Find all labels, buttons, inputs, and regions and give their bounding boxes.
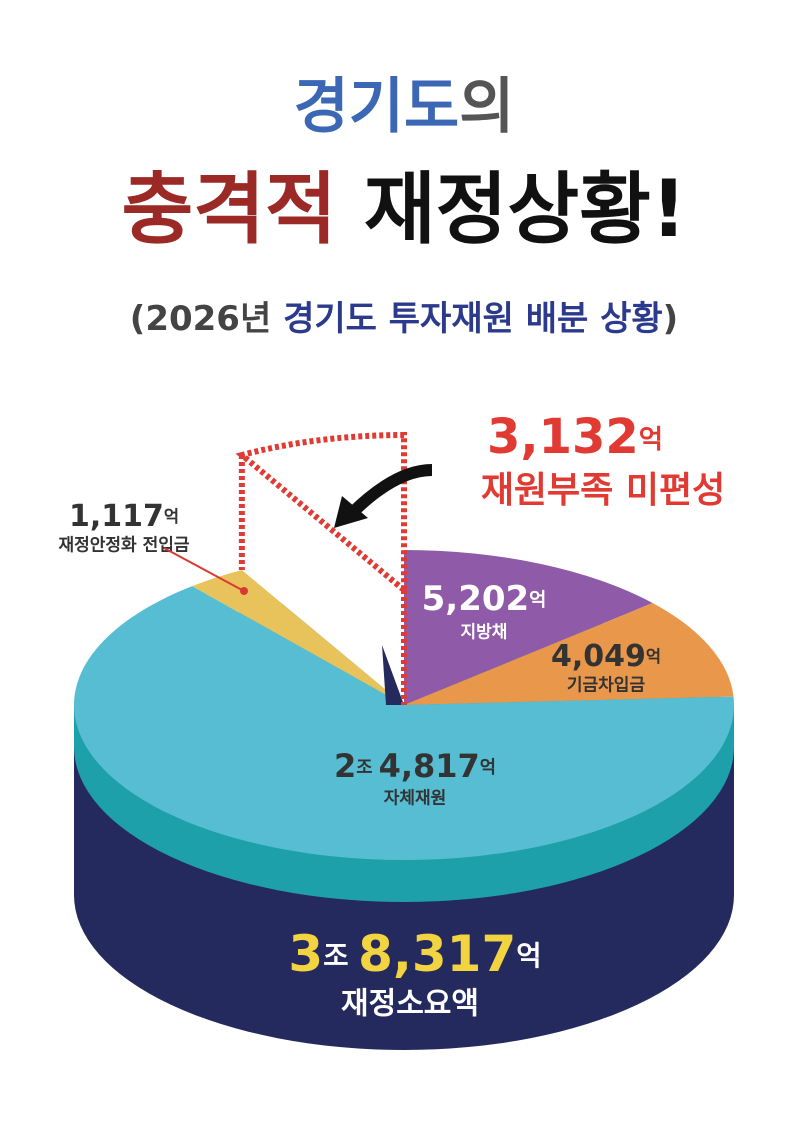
title-part: 경기도 [294,72,460,142]
pie-slice [73,586,735,860]
pie-slice [404,550,653,705]
title-line: 경기도의 [294,72,515,142]
value-label: 1,117억 [69,499,179,534]
leader-dot [240,587,248,595]
value-label: 3조 8,317억 [288,925,541,983]
missing-slot [241,550,404,705]
title-part: 재정상황! [337,165,687,255]
pie-slice [404,603,734,705]
missing-slice [235,431,407,597]
title-part: (2026년 [130,299,283,339]
label-number: 4,817 [379,747,480,785]
category-label: 지방채 [461,622,508,642]
label-unit: 억 [480,758,496,778]
label-unit: 조 [323,940,358,972]
label-number: 4,049 [551,639,646,674]
value-label: 5,202억 [422,579,547,619]
label-number: 3 [288,925,323,983]
label-number: 3,132 [487,409,639,465]
value-label: 4,049억 [551,639,661,674]
title-part: 충격적 [121,165,336,255]
label-unit: 억 [516,940,541,972]
arrow [345,464,433,520]
value-label: 3,132억 [487,409,663,465]
label-unit: 조 [356,758,378,778]
value-label: 2조 4,817억 [334,747,496,785]
category-label: 기금차입금 [567,676,646,696]
title-line: (2026년 경기도 투자재원 배분 상황) [130,299,678,339]
missing-core [382,645,404,705]
category-label: 자체재원 [384,788,447,808]
title-part: ) [663,299,679,339]
pie-slice [192,569,404,705]
label-number: 1,117 [69,499,164,534]
label-unit: 억 [646,647,661,666]
label-unit: 억 [529,590,546,611]
title-part: 경기도 투자재원 배분 상황 [283,299,663,339]
total-name: 재정소요액 [341,987,479,1022]
title-line: 충격적 재정상황! [121,165,686,255]
label-number: 5,202 [422,579,530,619]
title-part: 의 [459,72,514,142]
label-number: 8,317 [358,925,516,983]
label-number: 2 [334,747,356,785]
label-unit: 억 [639,424,663,455]
arrow-head [334,496,368,528]
category-label: 재정안정화 전입금 [58,536,189,556]
label-unit: 억 [164,507,179,526]
category-label: 재원부족 미편성 [481,470,725,511]
leader-line [163,547,243,591]
